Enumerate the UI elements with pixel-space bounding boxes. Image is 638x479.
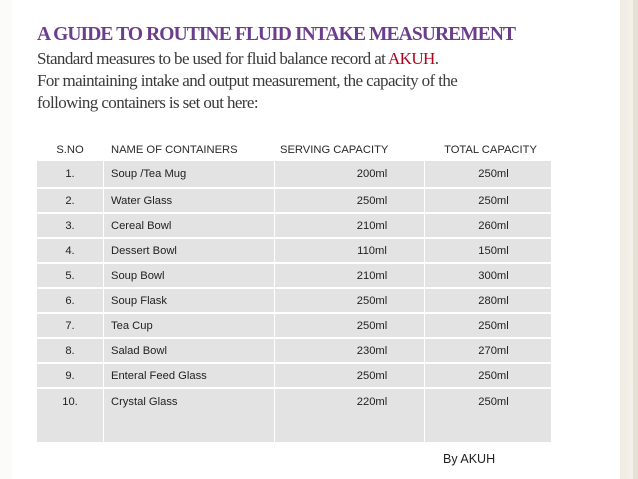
table-row-divider — [37, 312, 551, 314]
cell-total-capacity: 150ml — [478, 244, 509, 257]
cell-container-name: Tea Cup — [111, 319, 153, 332]
cell-total-capacity: 250ml — [478, 167, 509, 180]
cell-serving-capacity: 250ml — [356, 369, 388, 382]
table-row: 2. Water Glass 250ml 250ml — [37, 188, 551, 213]
table-row: 5. Soup Bowl 210ml 300ml — [37, 263, 551, 288]
cell-container-name: Soup /Tea Mug — [111, 167, 187, 180]
byline: By AKUH — [443, 452, 496, 466]
cell-total-capacity: 250ml — [478, 194, 509, 207]
cell-container-name: Soup Bowl — [111, 269, 165, 282]
cell-container-name: Cereal Bowl — [111, 219, 172, 232]
intro-line-1-suffix: . — [434, 49, 439, 68]
cell-sno: 7. — [65, 319, 75, 332]
table-row-divider — [37, 237, 551, 239]
table-row-divider — [37, 362, 551, 364]
intro-line-1: Standard measures to be used for fluid b… — [37, 48, 577, 70]
cell-sno: 6. — [65, 294, 75, 307]
table-column-divider — [274, 161, 275, 442]
intro-org-highlight: AKUH — [388, 49, 435, 68]
cell-serving-capacity: 210ml — [356, 269, 388, 282]
table-column-divider — [424, 161, 425, 442]
table-row-divider — [37, 262, 551, 264]
cell-container-name: Crystal Glass — [111, 395, 178, 408]
cell-total-capacity: 300ml — [478, 269, 509, 282]
cell-sno: 5. — [65, 269, 75, 282]
table-row: 9. Enteral Feed Glass 250ml 250ml — [37, 363, 551, 388]
cell-serving-capacity: 250ml — [356, 294, 388, 307]
slide-left-margin — [0, 0, 12, 479]
table-row: 8. Salad Bowl 230ml 270ml — [37, 338, 551, 363]
cell-sno: 1. — [65, 167, 75, 180]
cell-container-name: Salad Bowl — [111, 344, 167, 357]
intro-line-1-prefix: Standard measures to be used for fluid b… — [37, 49, 388, 68]
cell-sno: 10. — [62, 395, 78, 408]
cell-sno: 3. — [65, 219, 75, 232]
cell-total-capacity: 250ml — [478, 369, 509, 382]
cell-total-capacity: 250ml — [478, 395, 509, 408]
intro-line-3: following containers is set out here: — [37, 93, 259, 112]
cell-sno: 9. — [65, 369, 75, 382]
cell-serving-capacity: 250ml — [356, 194, 388, 207]
slide-title: A GUIDE TO ROUTINE FLUID INTAKE MEASUREM… — [37, 24, 516, 45]
cell-total-capacity: 250ml — [478, 319, 509, 332]
cell-serving-capacity: 230ml — [356, 344, 388, 357]
header-container-name: NAME OF CONTAINERS — [111, 143, 238, 156]
cell-serving-capacity: 220ml — [356, 395, 388, 408]
table-column-divider — [103, 161, 104, 442]
cell-serving-capacity: 210ml — [356, 219, 388, 232]
cell-sno: 8. — [65, 344, 75, 357]
table-row: 1. Soup /Tea Mug 200ml 250ml — [37, 161, 551, 186]
cell-container-name: Dessert Bowl — [111, 244, 177, 257]
cell-total-capacity: 280ml — [478, 294, 509, 307]
table-row: 3. Cereal Bowl 210ml 260ml — [37, 213, 551, 238]
intro-text: Standard measures to be used for fluid b… — [37, 48, 577, 114]
container-capacity-table: S.NO NAME OF CONTAINERS SERVING CAPACITY… — [37, 138, 551, 442]
table-row-divider — [37, 287, 551, 289]
cell-total-capacity: 260ml — [478, 219, 509, 232]
table-row-divider — [37, 387, 551, 389]
cell-container-name: Water Glass — [111, 194, 173, 207]
cell-container-name: Enteral Feed Glass — [111, 369, 207, 382]
cell-sno: 2. — [65, 194, 75, 207]
table-row-divider — [37, 187, 551, 189]
table-row: 6. Soup Flask 250ml 280ml — [37, 288, 551, 313]
header-total-capacity: TOTAL CAPACITY — [444, 143, 537, 156]
cell-sno: 4. — [65, 244, 75, 257]
slide-right-accent — [633, 0, 638, 479]
table-row: 10. Crystal Glass 220ml 250ml — [37, 388, 551, 442]
table-row-divider — [37, 337, 551, 339]
header-serving-capacity: SERVING CAPACITY — [280, 143, 389, 156]
table-row: 4. Dessert Bowl 110ml 150ml — [37, 238, 551, 263]
cell-serving-capacity: 250ml — [356, 319, 388, 332]
header-sno: S.NO — [56, 143, 84, 156]
cell-container-name: Soup Flask — [111, 294, 167, 307]
cell-serving-capacity: 200ml — [356, 167, 388, 180]
cell-serving-capacity: 110ml — [357, 244, 387, 257]
table-row: 7. Tea Cup 250ml 250ml — [37, 313, 551, 338]
intro-line-2: For maintaining intake and output measur… — [37, 71, 458, 90]
cell-total-capacity: 270ml — [478, 344, 509, 357]
table-row-divider — [37, 212, 551, 214]
table-header-row: S.NO NAME OF CONTAINERS SERVING CAPACITY… — [37, 138, 551, 161]
